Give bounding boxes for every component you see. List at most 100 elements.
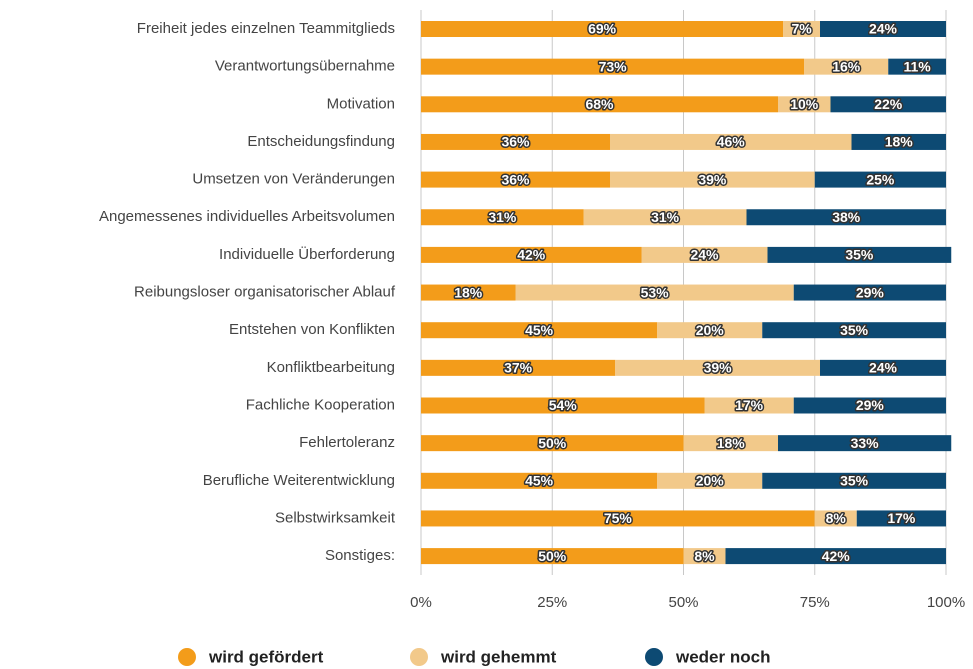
x-tick-label: 25% (537, 594, 567, 611)
y-tick-label: Fachliche Kooperation (246, 396, 395, 413)
bar-segment (746, 209, 946, 226)
value-label: 29% (856, 397, 885, 413)
value-label: 68% (585, 96, 614, 112)
value-label: 73% (599, 58, 628, 74)
bar-segment (421, 58, 805, 75)
bar-segment (804, 58, 889, 75)
legend-label: weder noch (675, 647, 770, 666)
bar-segment (820, 21, 946, 37)
value-label: 17% (735, 397, 764, 413)
bar-segment (641, 246, 768, 263)
x-tick-label: 0% (410, 594, 432, 611)
y-tick-label: Verantwortungsübernahme (215, 58, 395, 75)
bar-segment (888, 58, 946, 75)
bar-segment (615, 359, 820, 376)
value-label: 22% (874, 96, 903, 112)
bar-segment (778, 96, 831, 113)
value-label: 69% (588, 21, 617, 37)
bar-segment (610, 133, 852, 150)
value-label: 42% (517, 247, 546, 263)
value-label: 33% (851, 435, 880, 451)
value-label: 20% (696, 473, 725, 489)
bar-segment (421, 21, 784, 37)
y-tick-label: Entscheidungsfindung (247, 133, 395, 150)
value-label: 24% (869, 21, 898, 37)
bar-segment (421, 96, 778, 113)
bar-segment (421, 322, 658, 339)
bar-segment (421, 548, 684, 565)
bar-segment (778, 435, 952, 452)
bar-segment (814, 171, 946, 188)
value-label: 10% (790, 96, 819, 112)
y-tick-label: Umsetzen von Veränderungen (192, 171, 395, 188)
x-tick-label: 50% (668, 594, 698, 611)
bar-segment (421, 171, 610, 188)
y-tick-label: Berufliche Weiterentwicklung (203, 472, 395, 489)
x-tick-label: 75% (800, 594, 830, 611)
value-label: 8% (826, 510, 847, 526)
value-label: 37% (504, 360, 533, 376)
bar-segment (421, 284, 516, 301)
bar-segment (683, 548, 726, 565)
legend-swatch (645, 648, 663, 666)
value-label: 53% (641, 284, 670, 300)
bar-segment (421, 472, 658, 489)
value-label: 39% (704, 360, 733, 376)
legend-swatch (410, 648, 428, 666)
y-tick-label: Reibungsloser organisatorischer Ablauf (134, 284, 396, 301)
bar-segment (783, 21, 820, 37)
value-label: 24% (869, 360, 898, 376)
value-label: 20% (696, 322, 725, 338)
value-label: 54% (549, 397, 578, 413)
bar-segment (793, 284, 946, 301)
y-tick-label: Fehlertoleranz (299, 434, 395, 451)
bar-segment (820, 359, 946, 376)
bar-segment (793, 397, 946, 414)
bar-segment (851, 133, 946, 150)
value-label: 7% (792, 21, 813, 37)
bar-segment (515, 284, 794, 301)
value-label: 50% (538, 548, 567, 564)
value-label: 11% (904, 58, 932, 74)
y-tick-label: Angemessenes individuelles Arbeitsvolume… (99, 208, 395, 225)
value-label: 29% (856, 284, 885, 300)
value-label: 46% (717, 134, 746, 150)
value-label: 36% (501, 171, 530, 187)
value-label: 16% (832, 58, 861, 74)
x-tick-label: 100% (927, 594, 965, 611)
bar-segment (762, 322, 946, 339)
y-tick-label: Individuelle Überforderung (219, 245, 395, 263)
bar-segment (762, 472, 946, 489)
value-label: 50% (538, 435, 567, 451)
bar-segment (421, 435, 684, 452)
value-label: 18% (885, 134, 914, 150)
bar-segment (814, 510, 857, 527)
bar-segment (725, 548, 946, 565)
bar-segment (657, 472, 763, 489)
value-label: 31% (488, 209, 517, 225)
legend-swatch (178, 648, 196, 666)
value-label: 18% (454, 284, 483, 300)
bar-segment (683, 435, 778, 452)
bar-segment (856, 510, 946, 527)
bar-segment (657, 322, 763, 339)
value-label: 18% (717, 435, 746, 451)
bar-segment (421, 246, 642, 263)
y-tick-label: Selbstwirksamkeit (275, 509, 396, 526)
bar-segment (830, 96, 946, 113)
bar-segment (421, 359, 616, 376)
bar-segment (421, 397, 705, 414)
value-label: 17% (887, 510, 916, 526)
value-label: 38% (832, 209, 861, 225)
legend-label: wird gefördert (208, 647, 324, 666)
value-label: 25% (866, 171, 895, 187)
value-label: 31% (651, 209, 680, 225)
bar-segment (421, 510, 815, 527)
value-label: 35% (845, 247, 874, 263)
y-tick-label: Freiheit jedes einzelnen Teammitglieds (137, 20, 395, 37)
value-label: 35% (840, 322, 869, 338)
y-tick-label: Konfliktbearbeitung (267, 359, 395, 376)
bar-segment (421, 209, 584, 226)
value-label: 45% (525, 473, 554, 489)
